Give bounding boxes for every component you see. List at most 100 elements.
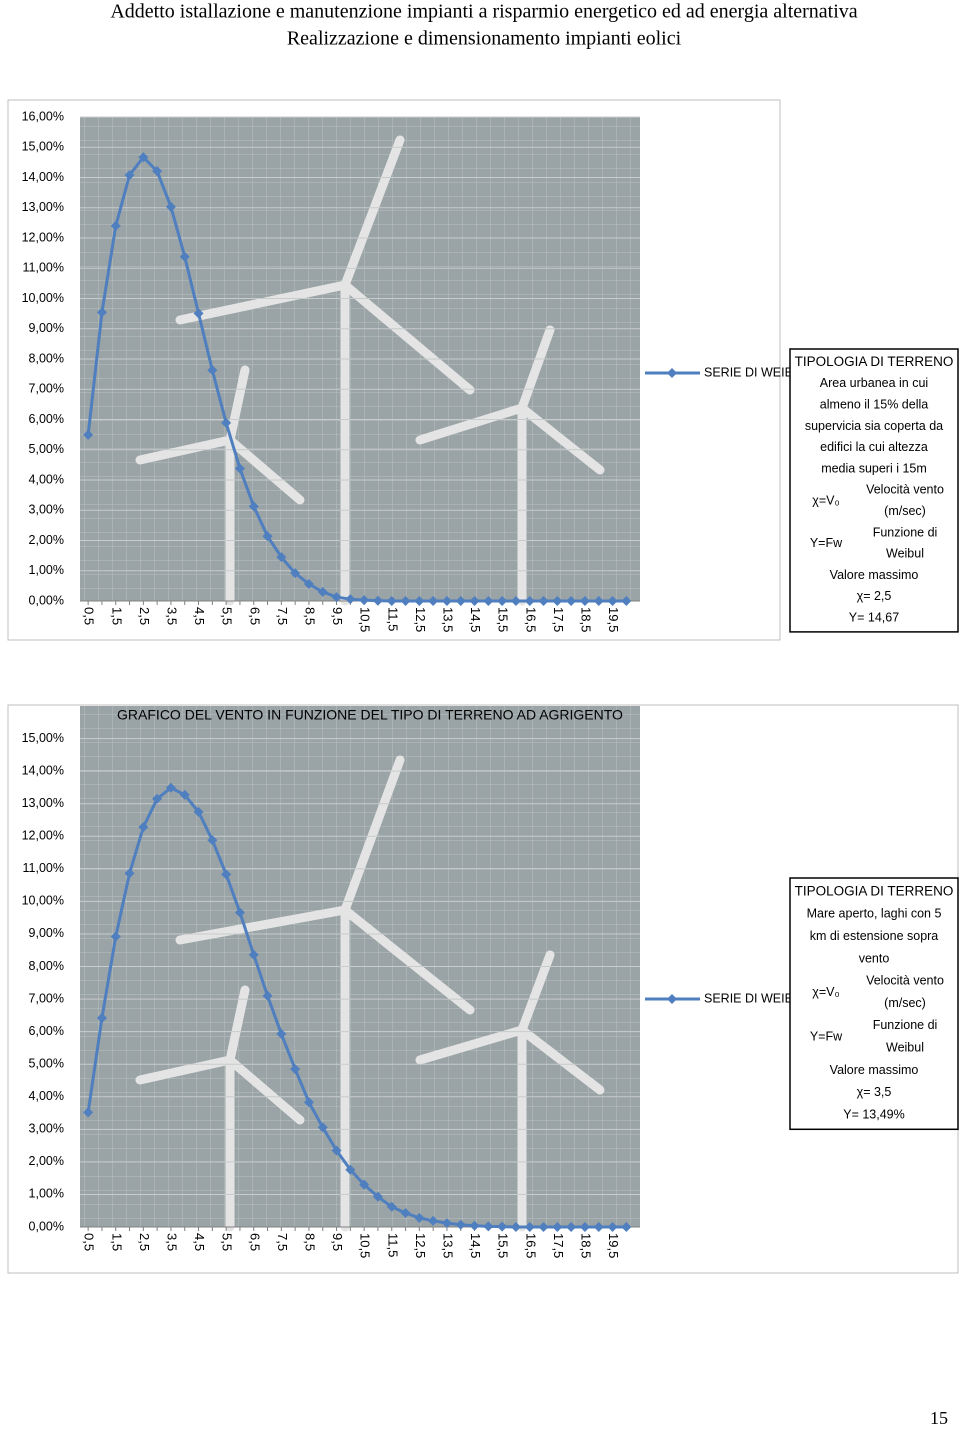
y-tick-label: 11,00% [23,861,64,875]
data-marker [262,990,273,1001]
data-marker [179,789,190,800]
y-tick-label: 6,00% [29,412,64,426]
data-marker [566,596,577,606]
x-tick-label: 8,5 [303,607,318,625]
data-marker [372,1191,383,1202]
data-marker [221,869,232,880]
data-marker [96,1012,107,1023]
info-description: km di estensione sopra [810,929,939,943]
info-description: supervicia sia coperta da [805,419,943,433]
info-meaning: Weibul [886,547,924,561]
turbine-decoration [135,135,605,606]
data-marker [83,429,94,440]
data-marker [497,596,508,606]
x-tick-label: 9,5 [330,1233,345,1251]
data-marker [386,596,397,606]
x-tick-label: 2,5 [137,1233,152,1251]
legend-label: SERIE DI WEIBULL [704,991,816,1005]
y-tick-label: 14,00% [22,170,64,184]
x-tick-label: 4,5 [192,1233,207,1251]
info-heading: TIPOLOGIA DI TERRENO [795,884,954,899]
legend-label: SERIE DI WEIBULL [704,365,816,379]
x-tick-label: 13,5 [441,607,456,632]
data-marker [359,1179,370,1190]
x-tick-label: 15,5 [496,1233,511,1258]
data-marker [469,1220,480,1231]
data-marker [428,596,439,606]
y-tick-label: 9,00% [29,321,64,335]
info-footer: Valore massimo [830,1063,919,1077]
data-marker [414,1212,425,1223]
x-tick-label: 2,5 [137,607,152,625]
data-marker [579,596,590,606]
data-marker [497,1221,508,1232]
data-marker [331,1145,342,1156]
data-marker [414,596,425,606]
y-tick-label: 4,00% [29,1089,64,1103]
legend-marker [667,368,677,378]
y-tick-label: 13,00% [22,200,64,214]
x-tick-label: 14,5 [468,1233,483,1258]
y-tick-label: 16,00% [22,109,64,123]
data-marker [621,596,632,606]
info-description: vento [859,951,890,965]
y-tick-label: 3,00% [29,1122,64,1136]
x-tick-label: 16,5 [523,607,538,632]
x-tick-label: 11,5 [385,607,400,631]
data-marker [607,1222,618,1232]
turbine-decoration [135,755,605,1232]
info-symbol: χ=V₀ [812,985,839,999]
info-symbol: Y=Fw [810,1029,843,1043]
x-tick-label: 12,5 [413,607,428,632]
y-tick-label: 1,00% [29,1187,64,1201]
data-marker [124,868,135,879]
data-marker [538,1222,549,1232]
data-marker [607,596,618,606]
series-line [86,785,627,1229]
x-tick-label: 18,5 [579,1233,594,1258]
data-marker [138,822,149,833]
data-marker [345,1164,356,1175]
info-footer: χ= 3,5 [857,1085,892,1099]
data-marker [317,1122,328,1133]
data-marker [372,595,383,606]
data-marker [400,1207,411,1218]
data-marker [455,1219,466,1230]
x-tick-label: 6,5 [247,607,262,625]
data-marker [138,152,149,163]
info-meaning: Weibul [886,1041,924,1055]
y-tick-label: 15,00% [22,731,64,745]
data-marker [593,1222,604,1232]
data-marker [152,166,163,177]
x-tick-label: 6,5 [247,1233,262,1251]
x-tick-label: 17,5 [551,607,566,632]
y-tick-label: 7,00% [29,382,64,396]
data-marker [207,365,218,376]
data-marker [83,1107,94,1118]
x-tick-label: 0,5 [82,1233,97,1251]
info-meaning: (m/sec) [884,504,926,518]
data-marker [290,568,301,579]
info-footer: Y= 14,67 [849,611,899,625]
y-tick-label: 10,00% [22,291,64,305]
data-marker [124,170,135,181]
info-heading: TIPOLOGIA DI TERRENO [795,354,954,369]
x-tick-label: 14,5 [468,607,483,632]
data-marker [276,552,287,563]
y-tick-label: 5,00% [29,442,64,456]
x-tick-label: 0,5 [82,607,97,625]
page-number: 15 [930,1408,948,1428]
y-tick-label: 8,00% [29,959,64,973]
y-tick-label: 4,00% [29,472,64,486]
y-tick-label: 0,00% [29,1219,64,1233]
data-marker [290,1064,301,1075]
data-marker [400,596,411,606]
data-marker [248,949,259,960]
info-meaning: (m/sec) [884,996,926,1010]
y-tick-label: 7,00% [29,991,64,1005]
header-line: Realizzazione e dimensionamento impianti… [287,28,682,50]
series-line [86,154,627,603]
data-marker [165,201,176,212]
data-marker [207,835,218,846]
data-marker [441,1218,452,1229]
